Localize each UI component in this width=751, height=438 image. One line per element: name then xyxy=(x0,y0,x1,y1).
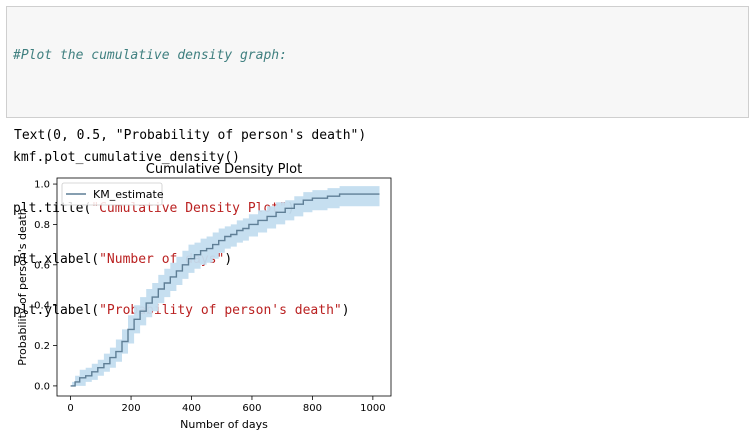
plot-frame xyxy=(56,177,392,397)
y-tick-label: 0.0 xyxy=(34,381,50,392)
y-axis-label: Probability of person's death xyxy=(16,208,29,366)
code-blank-line xyxy=(13,98,350,115)
code-text: ) xyxy=(341,303,350,318)
km-estimate-line xyxy=(70,193,380,387)
code-string: "Probability of person's death" xyxy=(99,303,342,318)
chart-legend: KM_estimate xyxy=(61,182,164,206)
y-tick-label: 0.4 xyxy=(34,301,50,312)
legend-entry: KM_estimate xyxy=(93,188,164,201)
code-line: plt.ylabel("Probability of person's deat… xyxy=(13,302,350,319)
code-cell[interactable]: #Plot the cumulative density graph: kmf.… xyxy=(6,6,749,318)
y-tick-label: 0.8 xyxy=(34,220,50,231)
y-tick-label: 0.6 xyxy=(34,260,50,271)
code-text: plt.xlabel( xyxy=(13,252,100,267)
code-text: kmf.plot_cumulative_density() xyxy=(13,150,240,165)
x-tick-label: 1000 xyxy=(360,403,385,414)
legend-box xyxy=(61,182,163,206)
y-tick-label: 1.0 xyxy=(34,180,50,191)
code-comment: #Plot the cumulative density graph: xyxy=(13,48,287,63)
code-text: ) xyxy=(224,252,233,267)
x-tick-label: 200 xyxy=(122,403,141,414)
x-tick-label: 800 xyxy=(303,403,322,414)
confidence-band xyxy=(70,186,380,386)
x-axis-label: Number of days xyxy=(180,418,268,431)
cumulative-density-chart: Cumulative Density Plot 0 200 400 600 800 100… xyxy=(16,162,392,431)
x-tick-label: 400 xyxy=(182,403,201,414)
x-tick-label: 600 xyxy=(242,403,261,414)
code-line: kmf.plot_cumulative_density() xyxy=(13,149,350,166)
x-tick-label: 0 xyxy=(67,403,73,414)
chart-title: Cumulative Density Plot xyxy=(146,162,302,177)
y-tick-label: 0.2 xyxy=(34,341,50,352)
code-text: plt.ylabel( xyxy=(13,303,100,318)
cell-output-text: Text(0, 0.5, "Probability of person's de… xyxy=(14,128,367,143)
